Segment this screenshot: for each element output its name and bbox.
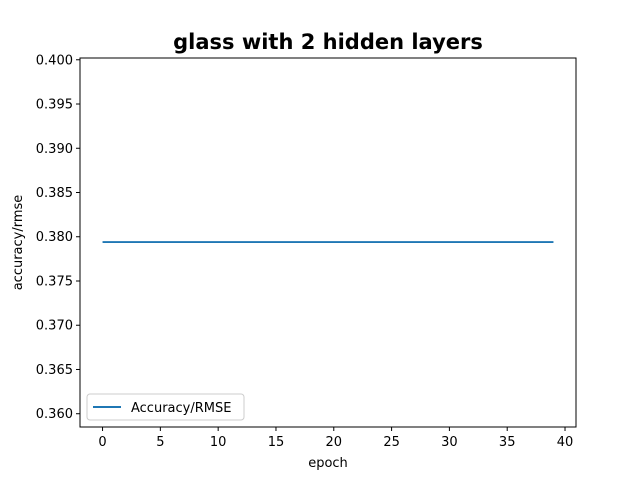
chart-title: glass with 2 hidden layers bbox=[173, 30, 483, 54]
x-axis: 0 5 10 15 20 25 30 35 40 bbox=[98, 427, 573, 450]
x-tick-label: 15 bbox=[268, 435, 285, 450]
y-tick-label: 0.370 bbox=[36, 319, 73, 334]
x-tick-label: 5 bbox=[156, 435, 164, 450]
y-axis-label: accuracy/rmse bbox=[11, 195, 26, 291]
x-tick-label: 25 bbox=[383, 435, 400, 450]
x-tick-label: 40 bbox=[557, 435, 574, 450]
y-tick-label: 0.375 bbox=[36, 274, 73, 289]
x-tick-label: 35 bbox=[499, 435, 516, 450]
x-tick-label: 20 bbox=[326, 435, 343, 450]
x-tick-label: 30 bbox=[441, 435, 458, 450]
legend-box bbox=[86, 393, 245, 421]
y-tick-label: 0.390 bbox=[36, 142, 73, 157]
legend: Accuracy/RMSE bbox=[86, 393, 245, 421]
x-tick-label: 0 bbox=[98, 435, 106, 450]
y-tick-label: 0.380 bbox=[36, 230, 73, 245]
y-tick-label: 0.360 bbox=[36, 407, 73, 422]
y-tick-label: 0.385 bbox=[36, 186, 73, 201]
x-axis-label: epoch bbox=[308, 456, 348, 471]
y-tick-label: 0.365 bbox=[36, 363, 73, 378]
y-tick-label: 0.400 bbox=[36, 53, 73, 68]
y-axis: 0.360 0.365 0.370 0.375 0.380 0.385 0.390 0.395… bbox=[36, 53, 80, 422]
y-tick-label: 0.395 bbox=[36, 98, 73, 113]
legend-label: Accuracy/RMSE bbox=[131, 401, 231, 416]
x-tick-label: 10 bbox=[210, 435, 227, 450]
